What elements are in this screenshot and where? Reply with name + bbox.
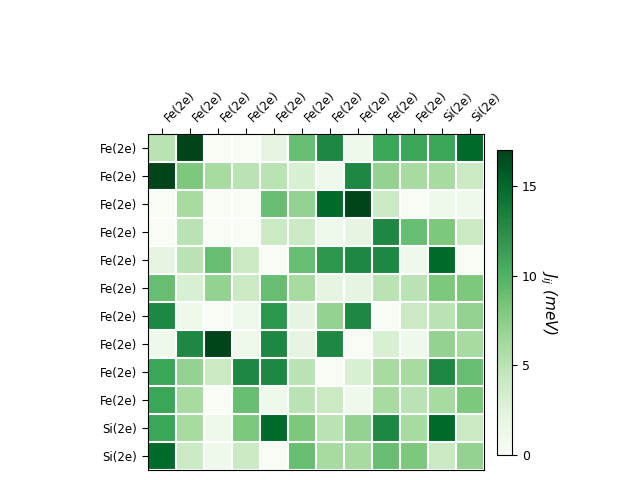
Y-axis label: $J_{ij}$ (meV): $J_{ij}$ (meV)	[538, 270, 559, 335]
